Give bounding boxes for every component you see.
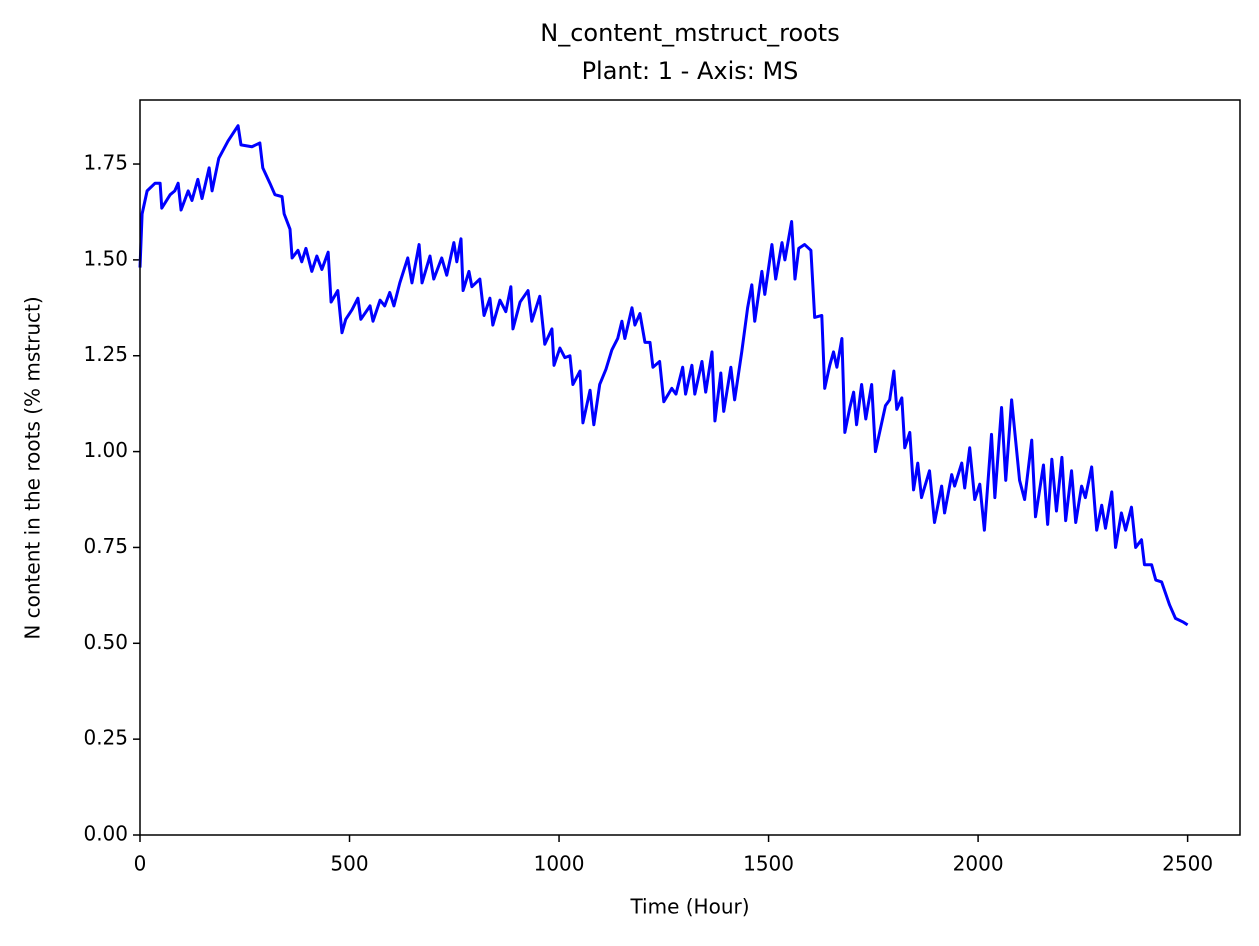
x-tick-label: 1000 (534, 852, 585, 876)
chart-subtitle: Plant: 1 - Axis: MS (582, 57, 799, 85)
chart-title: N_content_mstruct_roots (540, 19, 839, 47)
plot-frame (139, 99, 1241, 836)
y-tick-label: 0.25 (83, 726, 128, 750)
y-tick-label: 0.00 (83, 822, 128, 846)
data-line (138, 124, 1189, 627)
x-axis-label: Time (Hour) (629, 895, 749, 919)
y-tick-label: 0.75 (83, 534, 128, 558)
y-tick-label: 1.00 (83, 438, 128, 462)
x-tick-label: 500 (330, 852, 368, 876)
x-tick-label: 2000 (953, 852, 1004, 876)
x-tick-label: 0 (134, 852, 147, 876)
y-tick-label: 1.25 (83, 342, 128, 366)
y-tick-label: 1.50 (83, 246, 128, 270)
y-tick-label: 1.75 (83, 151, 128, 175)
x-tick-label: 1500 (743, 852, 794, 876)
x-tick-label: 2500 (1162, 852, 1213, 876)
y-axis-label: N content in the roots (% mstruct) (21, 296, 45, 639)
y-tick-label: 0.50 (83, 630, 128, 654)
